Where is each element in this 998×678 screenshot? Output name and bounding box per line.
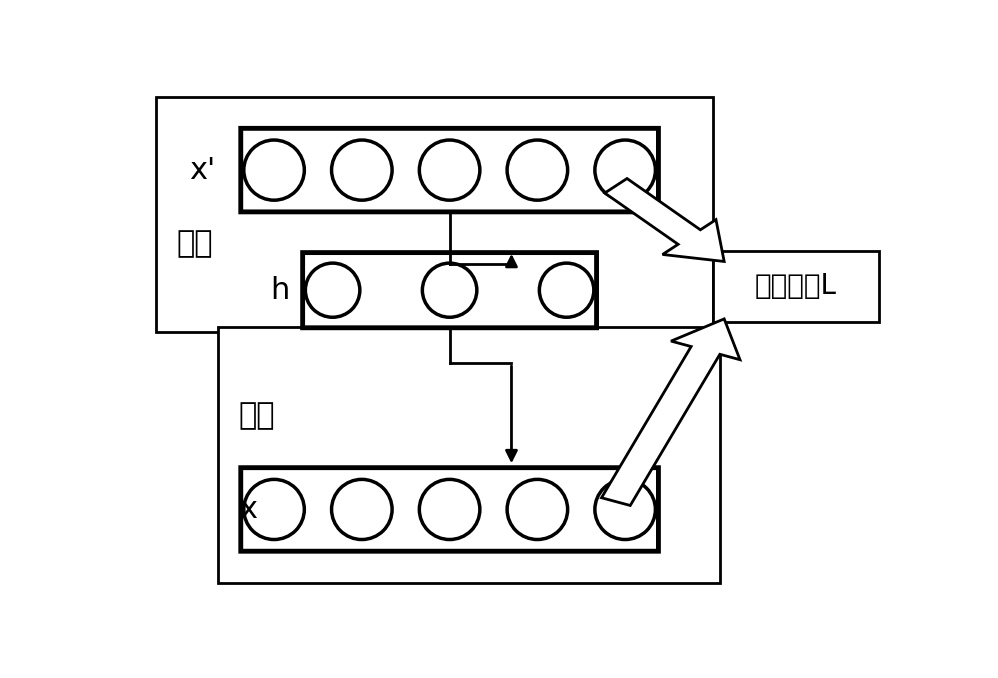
Ellipse shape (595, 479, 656, 540)
FancyBboxPatch shape (241, 468, 659, 551)
FancyBboxPatch shape (241, 128, 659, 212)
Bar (713, 251, 879, 321)
Ellipse shape (305, 263, 360, 317)
Polygon shape (602, 319, 740, 506)
Ellipse shape (422, 263, 477, 317)
FancyBboxPatch shape (302, 253, 597, 327)
Ellipse shape (539, 263, 594, 317)
Bar (218, 327, 721, 582)
Ellipse shape (419, 140, 480, 200)
Text: x: x (240, 495, 257, 524)
Ellipse shape (507, 479, 568, 540)
Polygon shape (605, 178, 725, 262)
Bar (156, 97, 713, 332)
Ellipse shape (244, 479, 304, 540)
Text: 编码: 编码 (176, 228, 213, 258)
Text: x': x' (189, 156, 216, 184)
Text: h: h (269, 276, 289, 304)
Text: 解码: 解码 (238, 401, 274, 430)
Ellipse shape (507, 140, 568, 200)
Ellipse shape (244, 140, 304, 200)
Ellipse shape (419, 479, 480, 540)
Ellipse shape (331, 479, 392, 540)
Text: 误差函数L: 误差函数L (754, 273, 836, 300)
Ellipse shape (595, 140, 656, 200)
Ellipse shape (331, 140, 392, 200)
